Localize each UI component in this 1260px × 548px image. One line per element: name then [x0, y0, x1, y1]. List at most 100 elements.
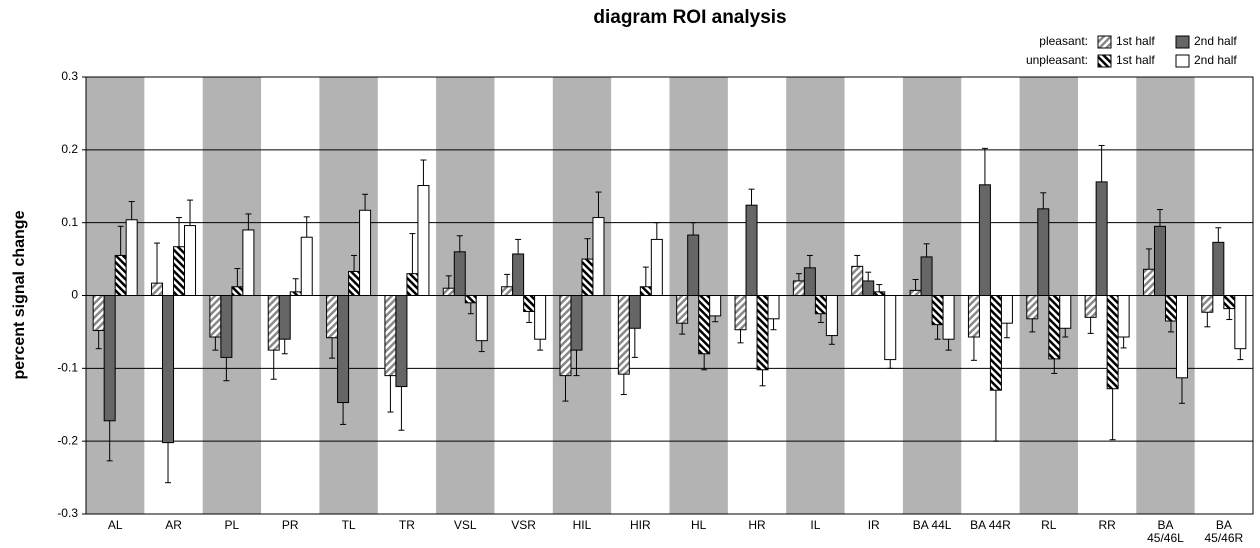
x-tick-label: BA 44R [970, 518, 1011, 532]
bar [767, 295, 780, 320]
legend-swatch [1175, 54, 1190, 68]
bar [978, 184, 991, 296]
x-tick-label: PR [282, 518, 299, 532]
bar [1037, 208, 1050, 297]
x-tick-label: AL [108, 518, 123, 532]
bar [676, 295, 689, 324]
bar [873, 291, 886, 297]
bar [162, 295, 175, 444]
bar [384, 295, 397, 377]
x-tick-label: HR [748, 518, 766, 532]
x-tick-label: RR [1098, 518, 1116, 532]
bar [698, 295, 711, 355]
bar [803, 267, 816, 296]
y-tick-label: 0 [71, 288, 78, 302]
x-tick-label: HL [691, 518, 707, 532]
bar [1117, 295, 1130, 338]
bar [464, 295, 477, 304]
legend-swatch [1097, 35, 1112, 49]
bar [931, 295, 944, 326]
bar [326, 295, 339, 339]
bar [359, 209, 372, 296]
bar [814, 295, 827, 315]
bar [103, 295, 116, 422]
bar [125, 219, 138, 296]
y-tick-label: -0.3 [57, 506, 78, 520]
bar [289, 291, 302, 297]
bar [151, 282, 164, 297]
bar [1048, 295, 1061, 360]
bar [1084, 295, 1097, 318]
bar [92, 295, 105, 331]
bar [173, 246, 186, 296]
bar [114, 254, 127, 296]
bar [184, 225, 197, 296]
bar [1095, 181, 1108, 297]
bar [617, 295, 630, 375]
x-tick-label: HIL [573, 518, 592, 532]
legend-swatch [1097, 54, 1112, 68]
bar [278, 295, 291, 340]
bar [745, 204, 758, 296]
bar [242, 229, 255, 296]
bar [406, 273, 419, 296]
bar [967, 295, 980, 338]
y-tick-label: 0.2 [61, 142, 78, 156]
bar [209, 295, 222, 338]
x-tick-label: IL [810, 518, 820, 532]
y-tick-label: -0.1 [57, 361, 78, 375]
x-tick-label: IR [868, 518, 880, 532]
bar [1175, 295, 1188, 379]
bar [1223, 295, 1236, 310]
legend-swatch [1175, 35, 1190, 49]
bar [512, 253, 525, 296]
legend-group-label: unpleasant: [1026, 53, 1088, 67]
bar [592, 217, 605, 296]
bar [523, 295, 536, 313]
bar [337, 295, 350, 404]
bar [628, 295, 641, 329]
y-tick-label: 0.3 [61, 69, 78, 83]
chart-title: diagram ROI analysis [593, 7, 786, 28]
y-axis-label: percent signal change [11, 210, 28, 379]
x-tick-label: AR [165, 518, 182, 532]
x-tick-label: BA 44L [913, 518, 952, 532]
x-tick-label: TR [399, 518, 415, 532]
x-tick-label: RL [1041, 518, 1057, 532]
x-tick-label: VSL [454, 518, 477, 532]
bar [1234, 295, 1247, 350]
bar [792, 280, 805, 296]
bar [1106, 295, 1119, 390]
bar [581, 258, 594, 297]
bar [570, 295, 583, 351]
bar [559, 295, 572, 377]
bar [825, 295, 838, 337]
bar [1026, 295, 1039, 320]
bar [442, 287, 455, 297]
bar [851, 265, 864, 297]
x-tick-label: PL [225, 518, 240, 532]
bar [395, 295, 408, 388]
bar [348, 270, 361, 296]
bar [501, 286, 514, 297]
legend-label: 2nd half [1194, 53, 1237, 67]
bar [734, 295, 747, 331]
bar [1212, 241, 1225, 296]
bar [1059, 295, 1072, 329]
bar [453, 251, 466, 297]
bar [1201, 295, 1214, 313]
bar [989, 295, 1002, 391]
bar [231, 286, 244, 297]
bar [1164, 295, 1177, 322]
bar [709, 295, 722, 317]
x-tick-label: VSR [511, 518, 536, 532]
bar [942, 295, 955, 340]
y-tick-label: -0.2 [57, 433, 78, 447]
bar [884, 295, 897, 361]
bar [475, 295, 488, 342]
legend-label: 2nd half [1194, 34, 1237, 48]
bar [687, 234, 700, 297]
bar [1153, 225, 1166, 296]
legend-label: 1st half [1116, 34, 1155, 48]
